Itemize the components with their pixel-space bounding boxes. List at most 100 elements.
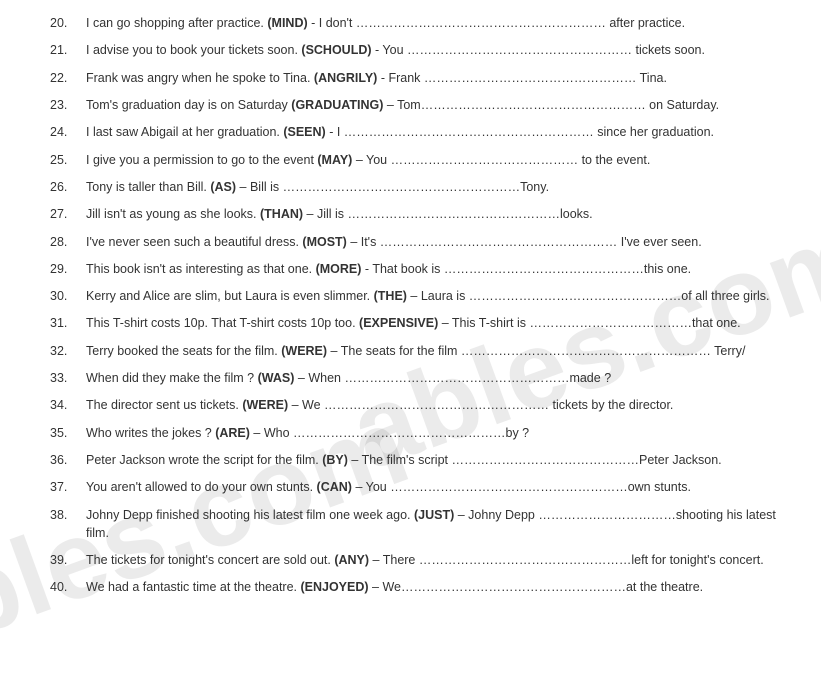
item-keyword: (ANY): [334, 553, 369, 567]
item-text: I've never seen such a beautiful dress. …: [86, 233, 801, 251]
exercise-row: 27. Jill isn't as young as she looks. (T…: [50, 205, 801, 223]
item-keyword: (GRADUATING): [291, 98, 383, 112]
item-number: 26.: [50, 178, 86, 196]
item-number: 22.: [50, 69, 86, 87]
item-number: 30.: [50, 287, 86, 305]
item-text: The tickets for tonight's concert are so…: [86, 551, 801, 569]
item-keyword: (MAY): [317, 153, 352, 167]
item-post: – There ……………………………………………left for tonigh…: [369, 553, 764, 567]
item-post: – Laura is ……………………………………………of all three…: [407, 289, 770, 303]
item-number: 28.: [50, 233, 86, 251]
item-pre: Kerry and Alice are slim, but Laura is e…: [86, 289, 374, 303]
item-keyword: (BY): [322, 453, 348, 467]
item-pre: I can go shopping after practice.: [86, 16, 267, 30]
item-keyword: (WERE): [242, 398, 288, 412]
item-number: 39.: [50, 551, 86, 569]
item-number: 38.: [50, 506, 86, 524]
item-post: – We ……………………………………………… tickets by the d…: [288, 398, 673, 412]
exercise-row: 30.Kerry and Alice are slim, but Laura i…: [50, 287, 801, 305]
item-post: - You ……………………………………………… tickets soon.: [372, 43, 705, 57]
item-number: 29.: [50, 260, 86, 278]
exercise-row: 26.Tony is taller than Bill. (AS) – Bill…: [50, 178, 801, 196]
item-pre: I give you a permission to go to the eve…: [86, 153, 317, 167]
item-pre: When did they make the film ?: [86, 371, 258, 385]
item-keyword: (JUST): [414, 508, 454, 522]
item-keyword: (EXPENSIVE): [359, 316, 438, 330]
item-post: – Bill is …………………………………………………Tony.: [236, 180, 549, 194]
item-keyword: (MIND): [267, 16, 307, 30]
item-pre: The director sent us tickets.: [86, 398, 242, 412]
item-post: – The film's script ………………………………………Peter…: [348, 453, 722, 467]
item-text: I give you a permission to go to the eve…: [86, 151, 801, 169]
exercise-row: 39.The tickets for tonight's concert are…: [50, 551, 801, 569]
item-keyword: (SCHOULD): [301, 43, 371, 57]
item-post: – It's ………………………………………………… I've ever see…: [347, 235, 702, 249]
item-pre: I advise you to book your tickets soon.: [86, 43, 301, 57]
item-text: Peter Jackson wrote the script for the f…: [86, 451, 801, 469]
exercise-row: 33.When did they make the film ? (WAS) –…: [50, 369, 801, 387]
item-post: – The seats for the film …………………………………………: [327, 344, 745, 358]
exercise-row: 38.Johny Depp finished shooting his late…: [50, 506, 801, 542]
item-keyword: (ENJOYED): [300, 580, 368, 594]
item-number: 32.: [50, 342, 86, 360]
item-text: Terry booked the seats for the film. (WE…: [86, 342, 801, 360]
item-text: I can go shopping after practice. (MIND)…: [86, 14, 801, 32]
item-pre: Jill isn't as young as she looks.: [86, 207, 260, 221]
item-number: 23.: [50, 96, 86, 114]
item-pre: Peter Jackson wrote the script for the f…: [86, 453, 322, 467]
item-post: – Jill is ……………………………………………looks.: [303, 207, 593, 221]
item-number: 25.: [50, 151, 86, 169]
item-pre: You aren't allowed to do your own stunts…: [86, 480, 317, 494]
item-text: Jill isn't as young as she looks. (THAN)…: [86, 205, 801, 223]
item-pre: Who writes the jokes ?: [86, 426, 215, 440]
item-number: 31.: [50, 314, 86, 332]
item-pre: Terry booked the seats for the film.: [86, 344, 281, 358]
item-keyword: (CAN): [317, 480, 352, 494]
item-keyword: (ARE): [215, 426, 250, 440]
item-post: – We………………………………………………at the theatre.: [369, 580, 704, 594]
item-number: 20.: [50, 14, 86, 32]
item-number: 21.: [50, 41, 86, 59]
exercise-list: 20.I can go shopping after practice. (MI…: [0, 0, 821, 620]
item-text: Johny Depp finished shooting his latest …: [86, 506, 801, 542]
item-text: Tom's graduation day is on Saturday (GRA…: [86, 96, 801, 114]
exercise-row: 25.I give you a permission to go to the …: [50, 151, 801, 169]
item-number: 34.: [50, 396, 86, 414]
item-text: Frank was angry when he spoke to Tina. (…: [86, 69, 801, 87]
item-post: - That book is …………………………………………this one.: [361, 262, 691, 276]
item-pre: I last saw Abigail at her graduation.: [86, 125, 283, 139]
item-pre: Johny Depp finished shooting his latest …: [86, 508, 414, 522]
item-text: This T-shirt costs 10p. That T-shirt cos…: [86, 314, 801, 332]
item-post: - I don't …………………………………………………… after pra…: [308, 16, 685, 30]
exercise-row: 36.Peter Jackson wrote the script for th…: [50, 451, 801, 469]
item-text: The director sent us tickets. (WERE) – W…: [86, 396, 801, 414]
item-pre: This T-shirt costs 10p. That T-shirt cos…: [86, 316, 359, 330]
item-number: 40.: [50, 578, 86, 596]
item-text: This book isn't as interesting as that o…: [86, 260, 801, 278]
item-post: – When ………………………………………………made ?: [294, 371, 611, 385]
exercise-row: 22.Frank was angry when he spoke to Tina…: [50, 69, 801, 87]
item-keyword: (THAN): [260, 207, 303, 221]
exercise-row: 21.I advise you to book your tickets soo…: [50, 41, 801, 59]
item-number: 35.: [50, 424, 86, 442]
item-keyword: (MOST): [302, 235, 346, 249]
item-number: 24.: [50, 123, 86, 141]
item-keyword: (MORE): [316, 262, 362, 276]
exercise-row: 23.Tom's graduation day is on Saturday (…: [50, 96, 801, 114]
item-keyword: (WERE): [281, 344, 327, 358]
exercise-row: 37.You aren't allowed to do your own stu…: [50, 478, 801, 496]
item-keyword: (SEEN): [283, 125, 325, 139]
item-number: 36.: [50, 451, 86, 469]
item-pre: We had a fantastic time at the theatre.: [86, 580, 300, 594]
item-text: I advise you to book your tickets soon. …: [86, 41, 801, 59]
item-text: I last saw Abigail at her graduation. (S…: [86, 123, 801, 141]
item-post: - I …………………………………………………… since her gradu…: [326, 125, 714, 139]
item-post: – You …………………………………………………own stunts.: [352, 480, 691, 494]
item-keyword: (THE): [374, 289, 407, 303]
item-pre: The tickets for tonight's concert are so…: [86, 553, 334, 567]
exercise-row: 34.The director sent us tickets. (WERE) …: [50, 396, 801, 414]
exercise-row: 40.We had a fantastic time at the theatr…: [50, 578, 801, 596]
item-post: – You ……………………………………… to the event.: [352, 153, 650, 167]
item-post: - Frank …………………………………………… Tina.: [377, 71, 667, 85]
exercise-row: 32.Terry booked the seats for the film. …: [50, 342, 801, 360]
